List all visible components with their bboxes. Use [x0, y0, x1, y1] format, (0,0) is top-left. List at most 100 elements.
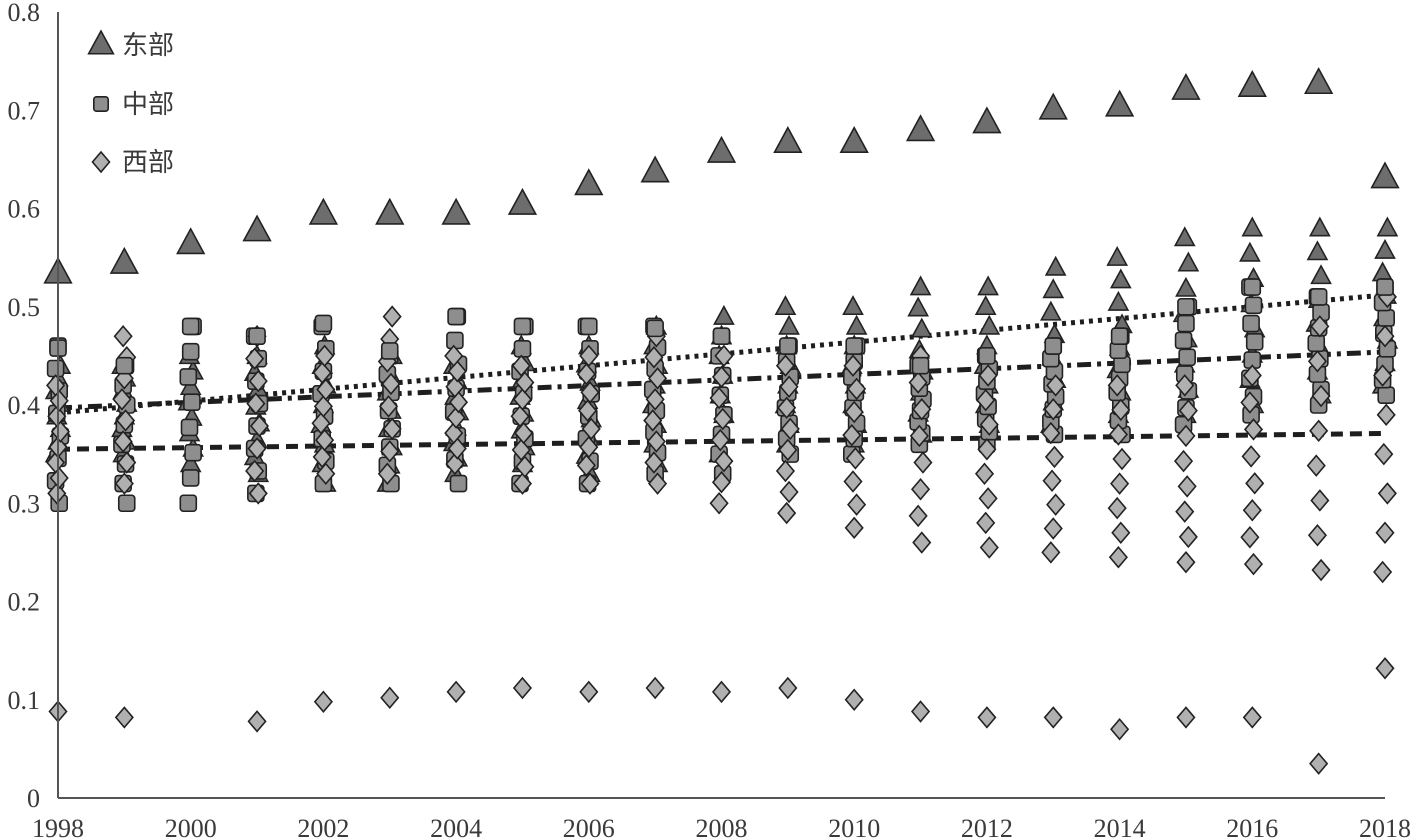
- cluster-marker-square: [179, 494, 198, 513]
- cluster-marker-square: [181, 469, 200, 487]
- cluster-marker-diamond: [511, 354, 531, 377]
- cluster-marker-triangle: [774, 295, 797, 316]
- cluster-marker-diamond: [978, 487, 998, 510]
- cluster-marker-diamond: [316, 462, 336, 486]
- cluster-marker-diamond: [512, 472, 532, 495]
- y-tick-label: 0.2: [8, 588, 41, 617]
- cluster-marker-diamond: [976, 388, 996, 412]
- y-tick-label: 0.6: [8, 195, 41, 224]
- data-point-square: [646, 319, 664, 338]
- cluster-marker-diamond: [1046, 493, 1066, 516]
- cluster-marker-diamond: [1374, 442, 1394, 466]
- cluster-marker-diamond: [512, 388, 532, 411]
- cluster-marker-triangle: [1374, 238, 1396, 259]
- y-tick-label: 0.3: [8, 489, 41, 518]
- legend-label-central: 中部: [122, 90, 174, 120]
- cluster-marker-diamond: [908, 504, 928, 528]
- cluster-marker-diamond: [1178, 525, 1198, 549]
- cluster-marker-diamond: [47, 482, 67, 505]
- cluster-marker-triangle: [845, 314, 868, 335]
- data-point-square: [1177, 297, 1195, 316]
- data-point-square: [1309, 288, 1328, 306]
- cluster-marker-diamond: [1375, 324, 1395, 348]
- cluster-marker-diamond: [381, 372, 401, 396]
- data-point-diamond: [512, 676, 532, 700]
- data-point-diamond: [114, 706, 134, 729]
- legend-diamond-icon: [91, 150, 111, 174]
- cluster-marker-diamond: [1242, 364, 1262, 387]
- data-point-diamond: [911, 700, 931, 723]
- cluster-marker-diamond: [908, 371, 928, 394]
- cluster-marker-triangle: [1371, 261, 1394, 282]
- data-point-triangle: [441, 197, 471, 225]
- cluster-marker-diamond: [1373, 560, 1393, 584]
- data-point-square: [1243, 278, 1262, 296]
- x-tick-label: 2008: [696, 814, 748, 840]
- cluster-marker-diamond: [847, 377, 867, 401]
- data-point-triangle: [375, 197, 405, 225]
- cluster-marker-triangle: [842, 295, 864, 316]
- cluster-marker-diamond: [578, 399, 598, 422]
- cluster-marker-diamond: [844, 400, 864, 424]
- cluster-marker-diamond: [777, 396, 797, 420]
- x-tick-label: 2002: [297, 814, 349, 840]
- cluster-marker-triangle: [713, 304, 735, 325]
- cluster-marker-triangle: [1376, 216, 1399, 237]
- data-point-diamond: [1375, 657, 1395, 680]
- cluster-marker-diamond: [1041, 541, 1061, 564]
- data-point-diamond: [446, 680, 466, 704]
- cluster-marker-diamond: [843, 354, 863, 377]
- cluster-marker-diamond: [913, 451, 933, 474]
- cluster-marker-triangle: [1109, 268, 1132, 289]
- cluster-marker-diamond: [113, 324, 133, 348]
- cluster-marker-diamond: [1044, 445, 1064, 469]
- data-point-square: [911, 356, 930, 375]
- data-point-diamond: [1309, 752, 1329, 775]
- cluster-marker-diamond: [1046, 374, 1066, 397]
- cluster-marker-diamond: [245, 347, 265, 370]
- cluster-marker-diamond: [977, 437, 997, 461]
- cluster-marker-diamond: [775, 459, 795, 483]
- data-point-triangle: [1370, 161, 1400, 189]
- data-point-triangle: [839, 126, 869, 153]
- cluster-marker-square: [513, 340, 532, 358]
- cluster-marker-diamond: [245, 459, 265, 483]
- cluster-marker-diamond: [912, 397, 932, 421]
- y-tick-label: 0.7: [8, 96, 41, 125]
- cluster-marker-diamond: [248, 482, 268, 505]
- cluster-marker-square: [1377, 309, 1395, 327]
- cluster-marker-diamond: [312, 361, 332, 384]
- cluster-marker-triangle: [978, 314, 1001, 335]
- cluster-marker-diamond: [382, 417, 402, 441]
- cluster-marker-diamond: [446, 406, 466, 429]
- cluster-marker-diamond: [579, 344, 599, 368]
- cluster-marker-diamond: [709, 492, 729, 515]
- cluster-marker-diamond: [979, 536, 999, 559]
- cluster-marker-diamond: [1176, 550, 1196, 574]
- y-tick-label: 0.5: [8, 293, 41, 322]
- cluster-marker-diamond: [1307, 349, 1327, 373]
- cluster-marker-diamond: [779, 375, 799, 398]
- cluster-marker-diamond: [511, 438, 531, 462]
- data-point-diamond: [1176, 706, 1196, 729]
- cluster-marker-square: [1307, 334, 1326, 353]
- cluster-marker-square: [46, 359, 65, 378]
- cluster-marker-diamond: [46, 451, 66, 474]
- cluster-marker-diamond: [581, 417, 601, 441]
- legend-label-east: 东部: [122, 31, 174, 61]
- cluster-marker-diamond: [648, 472, 668, 495]
- y-tick-label: 0: [27, 784, 40, 813]
- cluster-marker-square: [181, 342, 200, 361]
- cluster-marker-triangle: [1310, 264, 1332, 285]
- data-point-diamond: [844, 688, 864, 711]
- cluster-marker-square: [1178, 348, 1196, 367]
- cluster-marker-diamond: [646, 430, 666, 453]
- cluster-marker-diamond: [576, 362, 596, 386]
- cluster-marker-diamond: [645, 388, 665, 411]
- data-point-square: [115, 356, 134, 375]
- cluster-marker-diamond: [515, 455, 535, 478]
- cluster-marker-square: [1242, 314, 1260, 333]
- data-point-triangle: [640, 155, 670, 183]
- cluster-marker-diamond: [248, 369, 268, 393]
